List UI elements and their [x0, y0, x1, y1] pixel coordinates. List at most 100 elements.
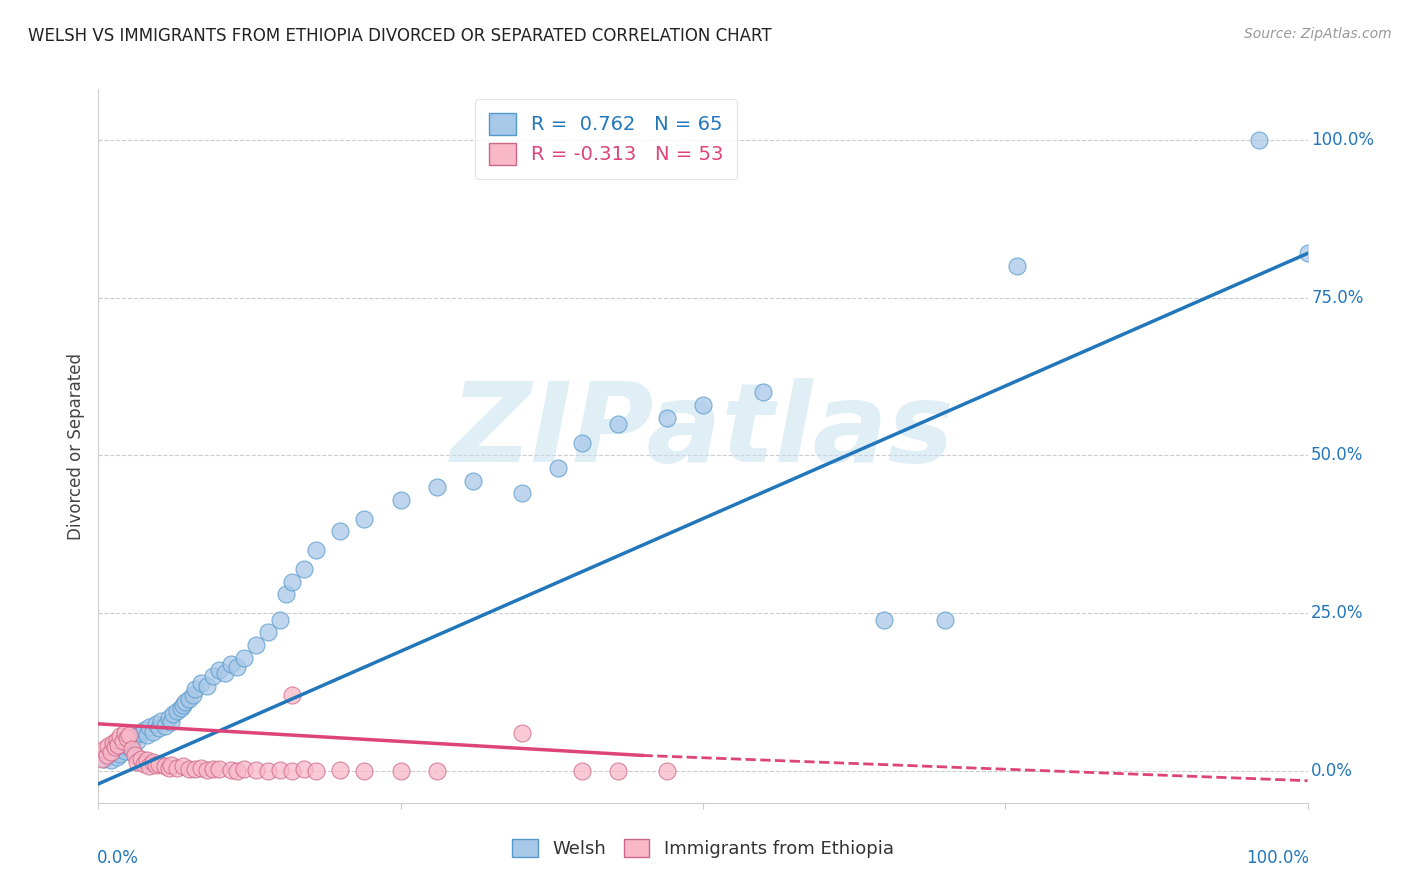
Point — [184, 762, 207, 776]
Point — [127, 755, 149, 769]
Point — [353, 764, 375, 778]
Point — [389, 492, 412, 507]
Point — [1249, 133, 1271, 147]
Point — [100, 745, 122, 759]
Point — [195, 763, 218, 777]
Text: Source: ZipAtlas.com: Source: ZipAtlas.com — [1244, 27, 1392, 41]
Point — [105, 732, 128, 747]
Point — [129, 751, 152, 765]
Point — [157, 710, 180, 724]
Text: 75.0%: 75.0% — [1312, 289, 1364, 307]
Point — [153, 759, 176, 773]
Point — [184, 682, 207, 697]
Point — [221, 657, 243, 671]
Point — [117, 731, 139, 746]
Point — [138, 759, 160, 773]
Point — [142, 725, 165, 739]
Point — [172, 759, 194, 773]
Point — [208, 762, 231, 776]
Point — [202, 669, 225, 683]
Point — [111, 734, 134, 748]
Point — [157, 761, 180, 775]
Point — [873, 613, 896, 627]
Point — [245, 638, 267, 652]
Point — [134, 756, 156, 771]
Point — [108, 730, 131, 744]
Point — [281, 764, 304, 778]
Point — [108, 747, 131, 761]
Point — [226, 764, 249, 778]
Point — [145, 717, 167, 731]
Point — [607, 764, 630, 779]
Point — [190, 675, 212, 690]
Text: 25.0%: 25.0% — [1312, 605, 1364, 623]
Point — [1296, 246, 1319, 260]
Point — [118, 728, 141, 742]
Point — [426, 764, 449, 778]
Point — [463, 474, 485, 488]
Point — [571, 435, 593, 450]
Point — [256, 764, 278, 778]
Text: WELSH VS IMMIGRANTS FROM ETHIOPIA DIVORCED OR SEPARATED CORRELATION CHART: WELSH VS IMMIGRANTS FROM ETHIOPIA DIVORC… — [28, 27, 772, 45]
Point — [274, 587, 297, 601]
Point — [101, 745, 124, 759]
Text: 100.0%: 100.0% — [1312, 131, 1374, 149]
Point — [510, 726, 533, 740]
Point — [269, 763, 291, 777]
Point — [221, 763, 243, 777]
Point — [547, 461, 569, 475]
Point — [329, 763, 352, 777]
Point — [426, 480, 449, 494]
Point — [91, 751, 114, 765]
Point — [162, 707, 184, 722]
Point — [177, 691, 201, 706]
Point — [202, 762, 225, 776]
Legend: Welsh, Immigrants from Ethiopia: Welsh, Immigrants from Ethiopia — [505, 831, 901, 865]
Point — [292, 562, 315, 576]
Point — [232, 650, 254, 665]
Point — [329, 524, 352, 539]
Point — [160, 714, 183, 729]
Point — [107, 738, 129, 752]
Point — [121, 732, 143, 747]
Point — [105, 750, 128, 764]
Point — [148, 756, 170, 771]
Point — [752, 385, 775, 400]
Point — [389, 764, 412, 778]
Point — [124, 730, 146, 744]
Point — [114, 726, 136, 740]
Point — [190, 761, 212, 775]
Point — [148, 721, 170, 735]
Point — [150, 714, 173, 728]
Point — [353, 511, 375, 525]
Point — [281, 689, 304, 703]
Text: 50.0%: 50.0% — [1312, 447, 1364, 465]
Point — [129, 726, 152, 740]
Point — [160, 758, 183, 772]
Point — [226, 660, 249, 674]
Point — [105, 742, 128, 756]
Point — [510, 486, 533, 500]
Point — [232, 762, 254, 776]
Y-axis label: Divorced or Separated: Divorced or Separated — [66, 352, 84, 540]
Point — [93, 751, 115, 765]
Point — [655, 764, 678, 779]
Point — [118, 740, 141, 755]
Point — [177, 762, 201, 776]
Point — [214, 666, 236, 681]
Point — [256, 625, 278, 640]
Point — [166, 761, 188, 775]
Point — [269, 613, 291, 627]
Point — [305, 764, 328, 778]
Point — [1007, 259, 1029, 273]
Point — [101, 736, 124, 750]
Point — [305, 543, 328, 558]
Point — [245, 763, 267, 777]
Point — [97, 739, 120, 753]
Point — [281, 574, 304, 589]
Point — [118, 736, 141, 750]
Point — [96, 748, 118, 763]
Point — [166, 704, 188, 718]
Point — [142, 755, 165, 769]
Point — [153, 719, 176, 733]
